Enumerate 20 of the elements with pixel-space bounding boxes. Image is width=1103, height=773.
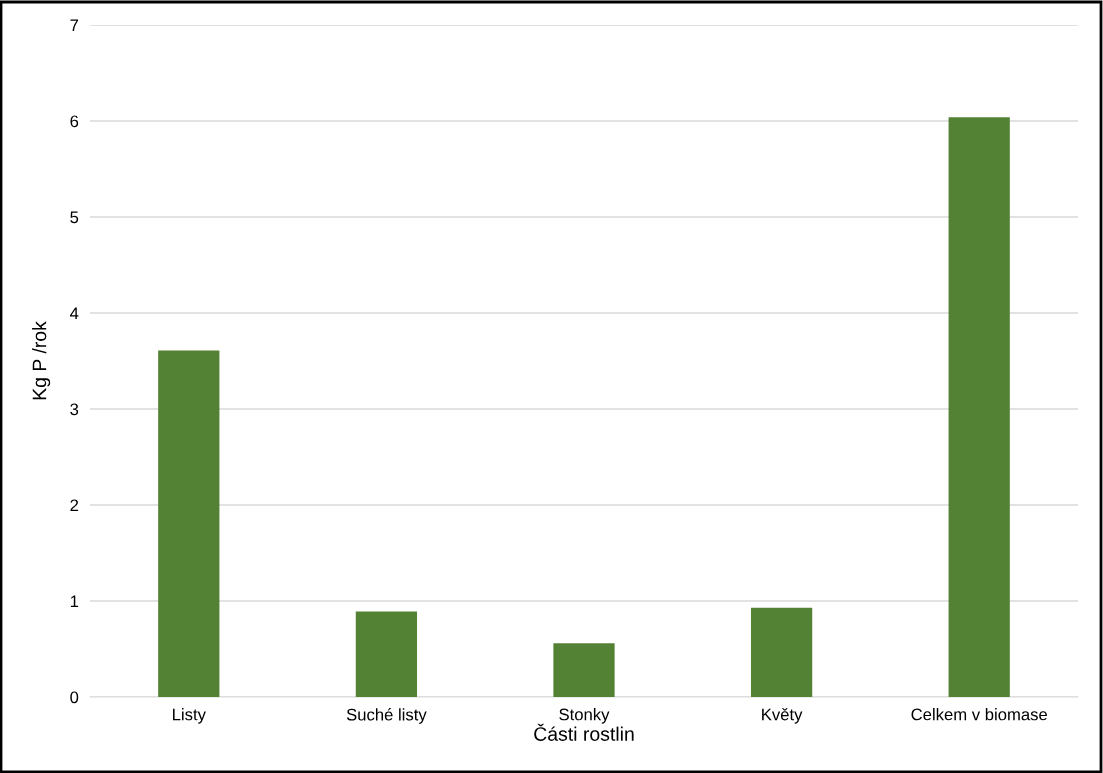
x-tick-label: Suché listy xyxy=(346,708,427,724)
bar xyxy=(355,611,418,697)
bar xyxy=(750,607,813,697)
x-tick-label: Listy xyxy=(173,708,206,724)
x-tick-label: Květy xyxy=(762,708,803,724)
bar xyxy=(948,117,1010,697)
y-tick-label: 4 xyxy=(70,307,79,320)
y-tick-label: 0 xyxy=(70,691,79,704)
y-axis-title: Kg P /rok xyxy=(32,321,51,400)
x-tick-label: Stonky xyxy=(559,708,610,724)
y-tick-label: 2 xyxy=(70,499,79,512)
x-axis-title: Části rostlin xyxy=(534,723,634,741)
y-tick-label: 1 xyxy=(70,595,79,608)
y-tick-label: 7 xyxy=(70,19,79,32)
y-tick-label: 3 xyxy=(70,403,79,416)
y-tick-label: 5 xyxy=(70,211,79,224)
y-tick-label: 6 xyxy=(70,115,79,128)
bar xyxy=(158,350,220,697)
x-tick-label: Celkem v biomase xyxy=(911,708,1048,721)
bar xyxy=(553,643,615,697)
